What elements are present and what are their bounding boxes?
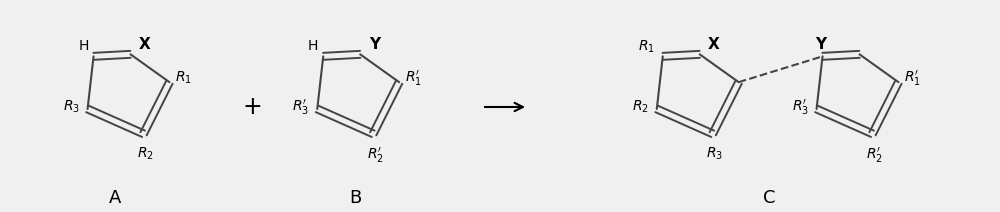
Text: $R_3'$: $R_3'$	[292, 97, 309, 117]
Text: $R_1$: $R_1$	[175, 70, 192, 86]
Text: Y: Y	[815, 37, 826, 52]
Text: $R_1'$: $R_1'$	[904, 69, 921, 88]
Text: $R_3'$: $R_3'$	[792, 97, 809, 117]
Text: Y: Y	[369, 37, 380, 52]
Text: $R_2'$: $R_2'$	[367, 146, 384, 165]
Text: $R_2$: $R_2$	[632, 99, 649, 115]
Text: $R_3$: $R_3$	[63, 99, 80, 115]
Text: H: H	[78, 39, 89, 53]
Text: $R_1$: $R_1$	[638, 38, 655, 55]
Text: $R_2'$: $R_2'$	[866, 146, 883, 165]
Text: C: C	[763, 189, 776, 207]
Text: +: +	[242, 95, 262, 119]
Text: B: B	[349, 189, 361, 207]
Text: X: X	[139, 37, 150, 52]
Text: A: A	[109, 189, 122, 207]
Text: $R_2$: $R_2$	[137, 146, 154, 162]
Text: H: H	[308, 39, 318, 53]
Text: $R_3$: $R_3$	[706, 146, 723, 162]
Text: X: X	[708, 37, 720, 52]
Text: $R_1'$: $R_1'$	[405, 69, 422, 88]
